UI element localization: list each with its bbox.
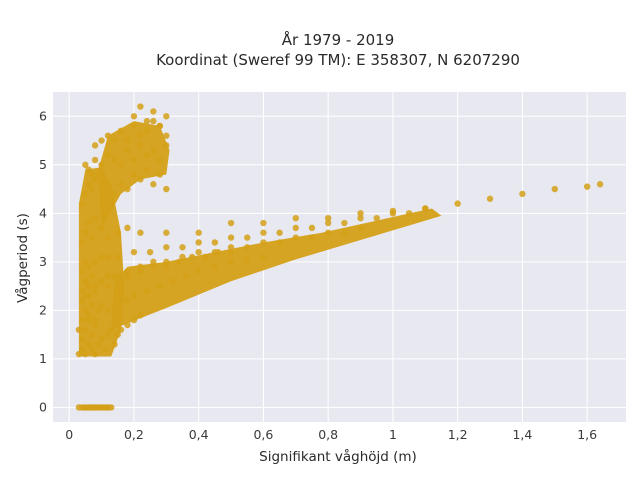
data-point: [260, 219, 267, 227]
density-zero-bar: [80, 404, 112, 411]
x-tick-label: 0,4: [189, 427, 209, 442]
x-tick-label: 0,2: [124, 427, 144, 442]
data-point: [130, 248, 138, 256]
density-swell-cluster: [98, 121, 170, 228]
x-tick-label: 0,6: [253, 427, 273, 442]
data-point: [137, 103, 144, 110]
y-tick-label: 0: [39, 399, 47, 414]
data-point: [146, 248, 154, 256]
y-tick-label: 2: [39, 302, 47, 317]
x-tick-label: 1,6: [577, 427, 597, 442]
chart-title-line1: År 1979 - 2019: [282, 30, 395, 49]
y-axis-title: Vågperiod (s): [14, 213, 31, 303]
data-point: [324, 219, 332, 227]
density-bands: [78, 121, 442, 411]
data-point: [373, 214, 380, 222]
data-point: [308, 224, 316, 232]
data-point: [137, 229, 144, 236]
data-point: [163, 229, 170, 236]
data-point: [357, 210, 364, 217]
y-tick-label: 6: [39, 108, 47, 123]
data-point: [551, 185, 558, 193]
data-point: [163, 244, 170, 251]
y-tick-label: 1: [39, 351, 47, 366]
x-axis-title: Signifikant våghöjd (m): [259, 448, 417, 465]
data-point: [143, 117, 151, 125]
x-tick-label: 1,4: [512, 427, 532, 442]
data-point: [227, 234, 235, 241]
data-point: [130, 113, 138, 120]
data-point: [82, 161, 89, 168]
data-point: [486, 195, 494, 202]
x-tick-label: 1,2: [448, 427, 468, 442]
data-point: [211, 239, 219, 246]
data-point: [195, 248, 202, 256]
data-point: [91, 142, 99, 149]
data-point: [195, 229, 202, 236]
data-point: [519, 190, 526, 198]
x-tick-label: 0: [65, 427, 73, 442]
data-point: [292, 224, 299, 232]
data-point: [163, 113, 170, 120]
grid-lines: [53, 92, 626, 422]
x-tick-label: 1: [389, 427, 397, 442]
data-point: [179, 244, 186, 251]
data-point: [227, 219, 235, 227]
density-main-band: [111, 208, 442, 330]
y-axis-ticks: 0 1 2 3 4 5 6: [39, 108, 47, 414]
data-point: [163, 132, 170, 139]
data-point: [98, 137, 105, 144]
y-tick-label: 3: [39, 254, 47, 269]
x-tick-label: 0,8: [318, 427, 338, 442]
y-tick-label: 5: [39, 157, 47, 172]
data-point: [454, 200, 461, 207]
data-point: [357, 214, 364, 222]
x-axis-ticks: 0 0,2 0,4 0,6 0,8 1 1,2 1,4 1,6: [65, 427, 597, 442]
data-point: [195, 239, 202, 246]
data-point: [124, 224, 131, 232]
data-point: [163, 185, 170, 193]
data-point: [91, 156, 99, 164]
chart-title-line2: Koordinat (Sweref 99 TM): E 358307, N 62…: [156, 51, 520, 69]
data-point: [150, 108, 157, 115]
data-point: [583, 183, 591, 190]
data-point: [150, 117, 157, 125]
data-point: [276, 229, 283, 236]
data-point: [596, 181, 604, 188]
data-point: [389, 207, 397, 215]
data-point: [324, 214, 332, 222]
data-point: [292, 214, 299, 222]
y-tick-label: 4: [39, 205, 47, 220]
data-point: [244, 234, 251, 241]
data-point: [150, 181, 157, 188]
data-point: [260, 229, 267, 236]
data-point: [341, 219, 348, 227]
